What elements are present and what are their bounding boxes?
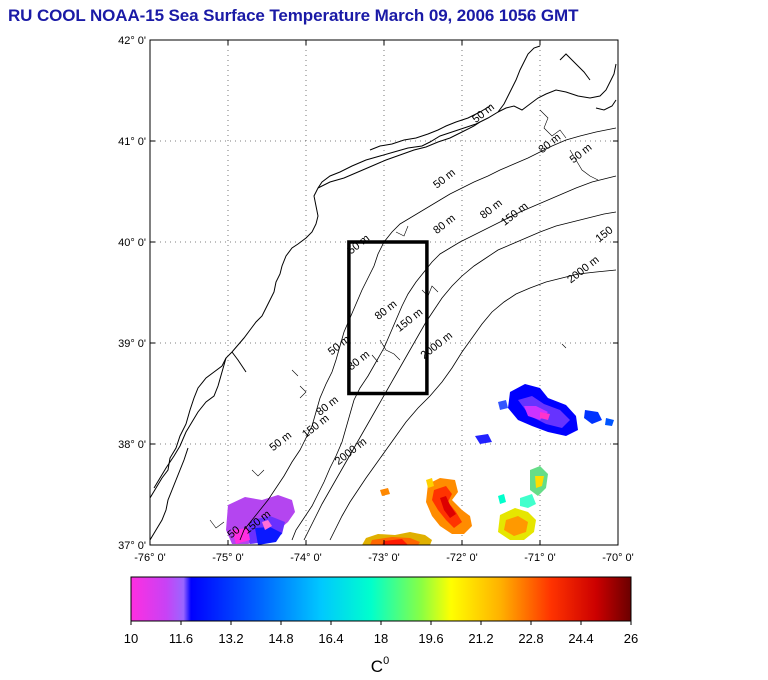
lon-tick-label: -76° 0' (134, 552, 166, 564)
isobath-150m (303, 211, 617, 541)
isobath-label: 150 (594, 224, 616, 245)
lon-tick-label: -72° 0' (446, 552, 478, 564)
latitude-axis: 42° 0' 41° 0' 40° 0' 39° 0' 38° 0' 37° 0' (118, 35, 618, 552)
colorbar-tick-label: 19.6 (418, 631, 443, 646)
isobath-label: 2000 m (565, 254, 601, 286)
isobath-label: 80 m (537, 131, 564, 156)
coastline (150, 45, 541, 499)
colorbar-tick-label: 10 (124, 631, 138, 646)
isobath-label: 150 m (394, 306, 425, 334)
colorbar-ticks: 10 11.6 13.2 14.8 16.4 18 19.6 21.2 22.8 24.4 26 (124, 621, 638, 646)
longitude-axis: -76° 0' -75° 0' -74° 0' -73° 0' -72° 0' -71° … (134, 40, 634, 564)
lat-tick-label: 38° 0' (118, 439, 146, 451)
colorbar-tick-label: 21.2 (468, 631, 493, 646)
lon-tick-label: -74° 0' (290, 552, 322, 564)
lat-tick-label: 39° 0' (118, 338, 146, 350)
colorbar-tick-label: 24.4 (568, 631, 593, 646)
sst-patch-south (362, 532, 432, 545)
isobath-label: 50 m (267, 429, 294, 454)
colorbar-tick-label: 14.8 (268, 631, 293, 646)
long-island-shore (317, 105, 491, 189)
map-gridlines (150, 40, 618, 545)
isobath-label: 50 (225, 524, 242, 541)
isobath-label: 50 m (470, 101, 497, 126)
sst-patch-northeast (475, 384, 614, 444)
lat-tick-label: 42° 0' (118, 35, 146, 47)
isobath-label: 2000 m (419, 330, 455, 362)
lat-tick-label: 41° 0' (118, 136, 146, 148)
isobath-label: 150 m (300, 412, 331, 440)
contour-detail (209, 109, 599, 529)
colorbar-unit: C0 (371, 655, 389, 676)
colorbar-tick-label: 11.6 (169, 631, 193, 646)
isobath-label: 50 m (431, 167, 458, 192)
lat-tick-label: 37° 0' (118, 540, 146, 552)
lon-tick-label: -71° 0' (524, 552, 556, 564)
colorbar-tick-label: 13.2 (218, 631, 243, 646)
colorbar-tick-label: 22.8 (518, 631, 543, 646)
colorbar-tick-label: 26 (624, 631, 638, 646)
map-area (150, 45, 617, 545)
sst-patch-east (380, 466, 548, 540)
isobath-label: 80 m (314, 394, 341, 419)
delaware-bay-shore (153, 351, 247, 489)
sst-patch-central (426, 478, 472, 534)
isobath-label: 80 m (373, 298, 400, 323)
colorbar-tick-label: 16.4 (318, 631, 343, 646)
study-area-box (347, 240, 429, 396)
lon-tick-label: -75° 0' (212, 552, 244, 564)
lon-tick-label: -70° 0' (602, 552, 634, 564)
southern-shore (150, 447, 189, 541)
isobath-50m (239, 127, 617, 541)
isobath-80m (291, 175, 617, 541)
colorbar-tick-label: 18 (374, 631, 388, 646)
isobath-label: 80 m (431, 212, 458, 237)
isobath-label: 50 m (568, 142, 595, 167)
lat-tick-label: 40° 0' (118, 237, 146, 249)
isobath-2000m (329, 269, 617, 541)
isobath-label: 150 m (499, 200, 530, 228)
chart-title: RU COOL NOAA-15 Sea Surface Temperature … (8, 6, 579, 25)
lon-tick-label: -73° 0' (368, 552, 400, 564)
ne-shore (497, 53, 617, 113)
colorbar (130, 576, 632, 622)
isobath-label: 50 m (345, 232, 372, 257)
